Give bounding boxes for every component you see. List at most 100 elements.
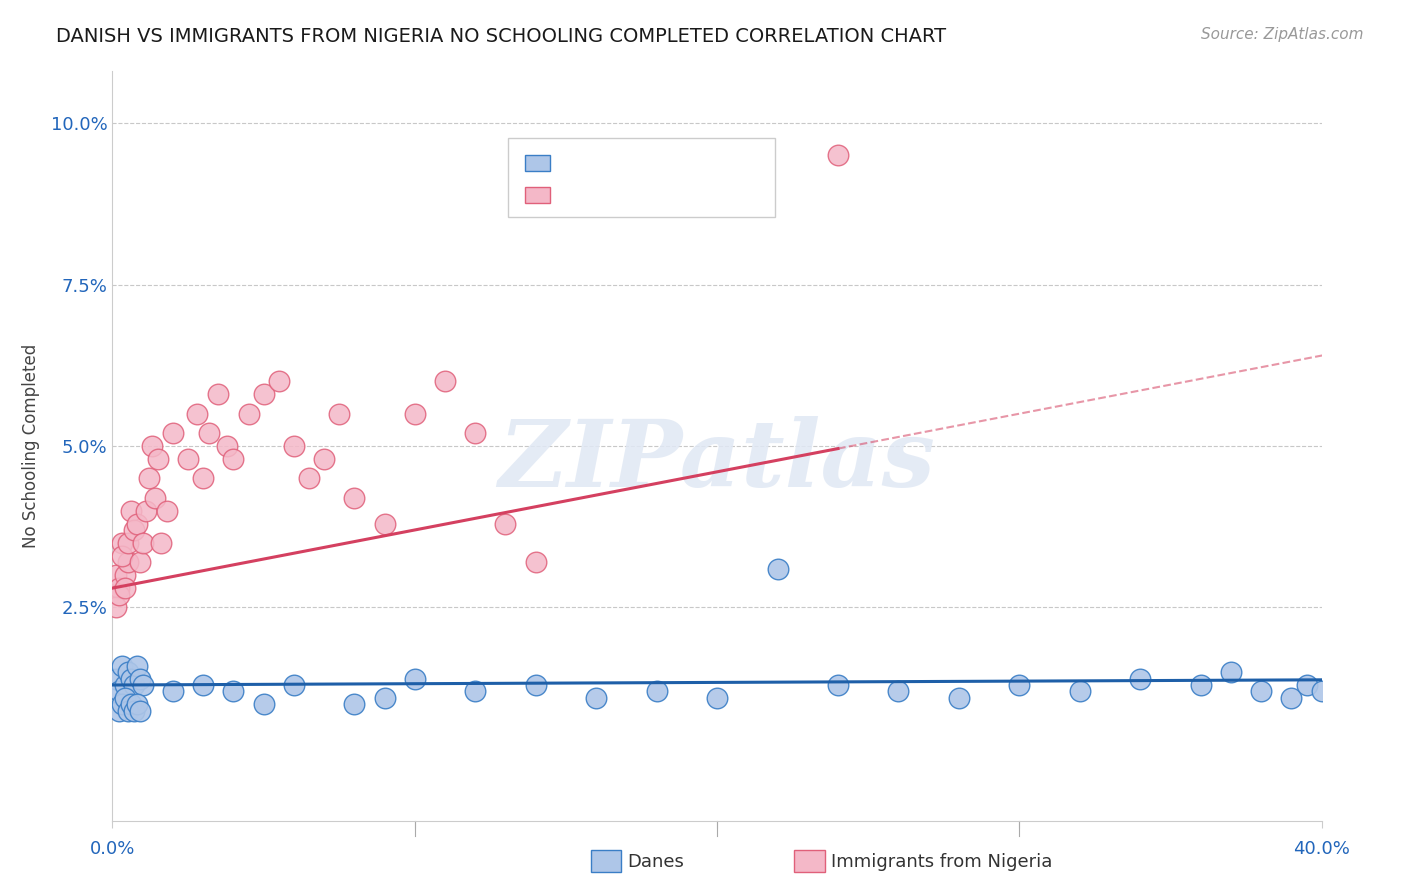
Point xyxy=(198,426,221,441)
Point xyxy=(138,471,160,485)
Point xyxy=(125,658,148,673)
Point xyxy=(122,523,145,537)
Point xyxy=(464,426,486,441)
Text: ZIPatlas: ZIPatlas xyxy=(499,416,935,506)
Point xyxy=(827,148,849,162)
Point xyxy=(132,536,155,550)
Point xyxy=(117,555,139,569)
Point xyxy=(114,568,136,582)
Point xyxy=(1295,678,1317,692)
Point xyxy=(177,451,200,466)
Point xyxy=(117,665,139,679)
Point xyxy=(298,471,321,485)
Point xyxy=(162,684,184,698)
Point xyxy=(110,698,132,712)
Point xyxy=(404,672,426,686)
Point xyxy=(120,503,142,517)
Text: N = 44: N = 44 xyxy=(662,153,725,170)
Point xyxy=(156,503,179,517)
Point xyxy=(110,658,132,673)
Text: DANISH VS IMMIGRANTS FROM NIGERIA NO SCHOOLING COMPLETED CORRELATION CHART: DANISH VS IMMIGRANTS FROM NIGERIA NO SCH… xyxy=(56,27,946,45)
Point xyxy=(141,439,163,453)
Text: Danes: Danes xyxy=(627,853,683,871)
Point xyxy=(238,407,260,421)
Point xyxy=(128,672,150,686)
Point xyxy=(253,698,276,712)
Point xyxy=(104,568,127,582)
Text: N = 45: N = 45 xyxy=(662,184,725,202)
Point xyxy=(222,451,245,466)
Text: 0.0%: 0.0% xyxy=(90,840,135,858)
Point xyxy=(1008,678,1031,692)
Point xyxy=(267,375,290,389)
Point xyxy=(114,690,136,705)
Point xyxy=(186,407,208,421)
Point xyxy=(1220,665,1243,679)
Point xyxy=(107,704,129,718)
Point xyxy=(253,387,276,401)
Point xyxy=(1279,690,1302,705)
Point xyxy=(132,678,155,692)
Text: R = 0.220: R = 0.220 xyxy=(561,184,652,202)
Text: Immigrants from Nigeria: Immigrants from Nigeria xyxy=(831,853,1052,871)
Point xyxy=(104,600,127,615)
Point xyxy=(122,704,145,718)
Point xyxy=(314,451,336,466)
Point xyxy=(524,555,547,569)
Point xyxy=(1069,684,1091,698)
Point xyxy=(114,581,136,595)
Point xyxy=(120,672,142,686)
Point xyxy=(283,678,305,692)
Point xyxy=(827,678,849,692)
Text: 40.0%: 40.0% xyxy=(1294,840,1350,858)
Point xyxy=(1250,684,1272,698)
Point xyxy=(283,439,305,453)
Point xyxy=(1129,672,1152,686)
Point xyxy=(343,491,366,505)
Point xyxy=(645,684,668,698)
Point xyxy=(120,698,142,712)
Point xyxy=(222,684,245,698)
Point xyxy=(162,426,184,441)
Point xyxy=(207,387,229,401)
Point xyxy=(143,491,166,505)
Point xyxy=(343,698,366,712)
Point xyxy=(114,678,136,692)
Point xyxy=(107,588,129,602)
Point xyxy=(585,690,607,705)
Text: Source: ZipAtlas.com: Source: ZipAtlas.com xyxy=(1201,27,1364,42)
Point xyxy=(117,536,139,550)
Point xyxy=(104,672,127,686)
Point xyxy=(1189,678,1212,692)
Point xyxy=(107,684,129,698)
Point xyxy=(887,684,910,698)
Y-axis label: No Schooling Completed: No Schooling Completed xyxy=(21,344,39,548)
Point xyxy=(374,690,396,705)
Point xyxy=(107,581,129,595)
Point xyxy=(191,678,214,692)
Point xyxy=(135,503,157,517)
Point xyxy=(117,704,139,718)
Point xyxy=(706,690,728,705)
Point xyxy=(464,684,486,698)
Point xyxy=(128,555,150,569)
Point xyxy=(1310,684,1333,698)
Point xyxy=(433,375,456,389)
Point xyxy=(110,536,132,550)
Point xyxy=(149,536,172,550)
Point xyxy=(328,407,350,421)
Point xyxy=(128,704,150,718)
Point xyxy=(125,516,148,531)
Point xyxy=(146,451,169,466)
Point xyxy=(110,549,132,563)
Text: R = 0.035: R = 0.035 xyxy=(561,153,652,170)
Point xyxy=(122,678,145,692)
Point xyxy=(191,471,214,485)
Point xyxy=(948,690,970,705)
Point xyxy=(524,678,547,692)
Point xyxy=(125,698,148,712)
Point xyxy=(217,439,239,453)
Point xyxy=(766,562,789,576)
Point xyxy=(404,407,426,421)
Point xyxy=(495,516,517,531)
